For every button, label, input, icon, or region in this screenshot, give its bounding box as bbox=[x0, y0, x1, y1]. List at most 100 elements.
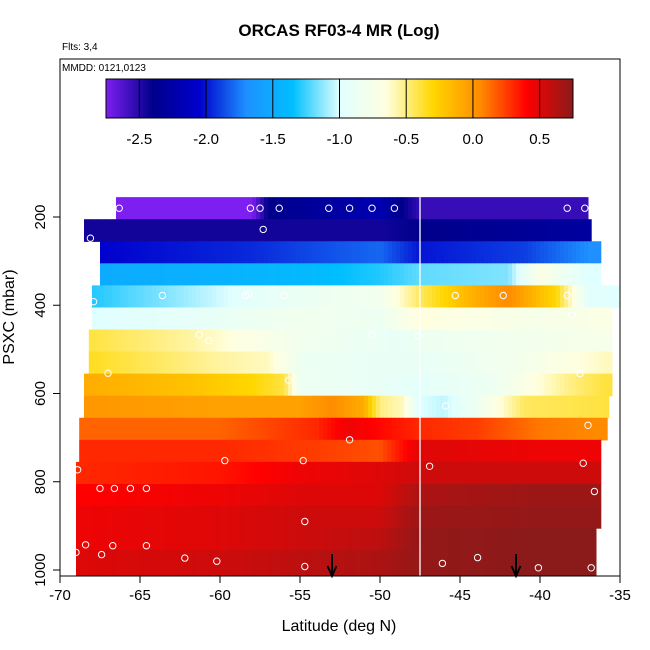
heatmap-cell bbox=[400, 241, 405, 264]
heatmap-cell bbox=[532, 528, 537, 551]
heatmap-cell bbox=[224, 285, 229, 309]
heatmap-cell bbox=[559, 417, 564, 441]
heatmap-cell bbox=[416, 483, 421, 507]
heatmap-cell bbox=[576, 528, 581, 551]
heatmap-cell bbox=[592, 483, 597, 507]
heatmap-cell bbox=[427, 439, 432, 463]
heatmap-cell bbox=[187, 439, 192, 463]
data-point bbox=[587, 564, 595, 572]
heatmap-cell bbox=[224, 528, 229, 551]
heatmap-cell bbox=[480, 219, 485, 242]
heatmap-cell bbox=[203, 417, 208, 441]
heatmap-cell bbox=[184, 285, 189, 309]
heatmap-cell bbox=[124, 461, 129, 485]
x-tick-label: -40 bbox=[529, 587, 551, 604]
heatmap-cell bbox=[532, 461, 537, 485]
heatmap-cell bbox=[460, 373, 465, 397]
heatmap-cell bbox=[88, 550, 93, 576]
heatmap-cell bbox=[312, 395, 317, 419]
heatmap-cell bbox=[316, 483, 321, 507]
heatmap-cell bbox=[264, 263, 269, 286]
heatmap-cell bbox=[564, 373, 569, 397]
heatmap-cell bbox=[376, 461, 381, 485]
heatmap-cell bbox=[164, 373, 169, 397]
heatmap-cell bbox=[84, 506, 89, 529]
heatmap-cell bbox=[235, 417, 240, 441]
heatmap-cell bbox=[344, 395, 349, 419]
heatmap-cell bbox=[284, 395, 289, 419]
heatmap-cell bbox=[504, 263, 509, 286]
heatmap-cell bbox=[396, 461, 401, 485]
heatmap-cell bbox=[340, 506, 345, 529]
heatmap-cell bbox=[460, 550, 465, 576]
heatmap-cell bbox=[168, 461, 173, 485]
heatmap-cell bbox=[524, 263, 529, 286]
heatmap-cell bbox=[244, 351, 250, 375]
heatmap-cell bbox=[527, 417, 532, 441]
heatmap-cell bbox=[95, 417, 100, 441]
heatmap-cell bbox=[472, 329, 478, 353]
heatmap-cell bbox=[472, 528, 477, 551]
heatmap-cell bbox=[516, 373, 521, 397]
heatmap-cell bbox=[464, 483, 469, 507]
heatmap-cell bbox=[144, 285, 149, 309]
heatmap-cell bbox=[324, 528, 329, 551]
heatmap-cell bbox=[552, 550, 557, 576]
data-point bbox=[158, 291, 167, 300]
heatmap-cell bbox=[432, 197, 437, 220]
heatmap-cell bbox=[352, 395, 357, 419]
heatmap-cell bbox=[448, 550, 453, 576]
heatmap-cell bbox=[220, 263, 225, 286]
data-point bbox=[81, 541, 90, 549]
heatmap-cell bbox=[499, 439, 504, 463]
heatmap-cell bbox=[100, 506, 105, 529]
heatmap-cell bbox=[476, 219, 481, 242]
heatmap-cell bbox=[300, 461, 305, 485]
heatmap-cell bbox=[596, 395, 601, 419]
heatmap-cell bbox=[152, 550, 157, 576]
heatmap-cell bbox=[560, 351, 566, 375]
heatmap-cell bbox=[280, 528, 285, 551]
heatmap-cell bbox=[304, 483, 309, 507]
heatmap-cell bbox=[519, 417, 524, 441]
heatmap-cell bbox=[520, 395, 525, 419]
heatmap-cell bbox=[436, 483, 441, 507]
heatmap-cell bbox=[311, 439, 316, 463]
heatmap-cell bbox=[360, 461, 365, 485]
heatmap-cell bbox=[544, 528, 549, 551]
x-tick-label: -60 bbox=[209, 587, 231, 604]
heatmap-cell bbox=[484, 219, 489, 242]
data-point bbox=[325, 204, 333, 212]
heatmap-cell bbox=[139, 417, 144, 441]
data-point bbox=[72, 548, 80, 557]
heatmap-cell bbox=[312, 506, 317, 529]
heatmap-cell bbox=[148, 528, 153, 551]
heatmap-cell bbox=[380, 506, 385, 529]
heatmap-cell bbox=[392, 219, 397, 242]
heatmap-cell bbox=[127, 439, 132, 463]
heatmap-cell bbox=[492, 241, 497, 264]
heatmap-cell bbox=[216, 351, 222, 375]
heatmap-cell bbox=[512, 329, 518, 353]
heatmap-cell bbox=[188, 550, 193, 576]
heatmap-cell bbox=[480, 241, 485, 264]
heatmap-cell bbox=[516, 329, 522, 353]
heatmap-cell bbox=[412, 263, 417, 286]
colorbar-tick-label: -2.5 bbox=[126, 131, 152, 148]
heatmap-cell bbox=[220, 197, 225, 220]
heatmap-cell bbox=[308, 219, 313, 242]
heatmap-cell bbox=[564, 506, 569, 529]
heatmap-cell bbox=[336, 373, 341, 397]
heatmap-cell bbox=[100, 219, 105, 242]
heatmap-cell bbox=[236, 395, 241, 419]
heatmap-cell bbox=[268, 307, 273, 331]
heatmap-cell bbox=[200, 461, 205, 485]
heatmap-cell bbox=[171, 417, 176, 441]
heatmap-cell bbox=[348, 307, 353, 331]
heatmap-cell bbox=[204, 219, 209, 242]
heatmap-cell bbox=[200, 506, 205, 529]
heatmap-cell bbox=[452, 528, 457, 551]
heatmap-cell bbox=[444, 506, 449, 529]
heatmap-cell bbox=[308, 307, 313, 331]
heatmap-cell bbox=[248, 329, 254, 353]
